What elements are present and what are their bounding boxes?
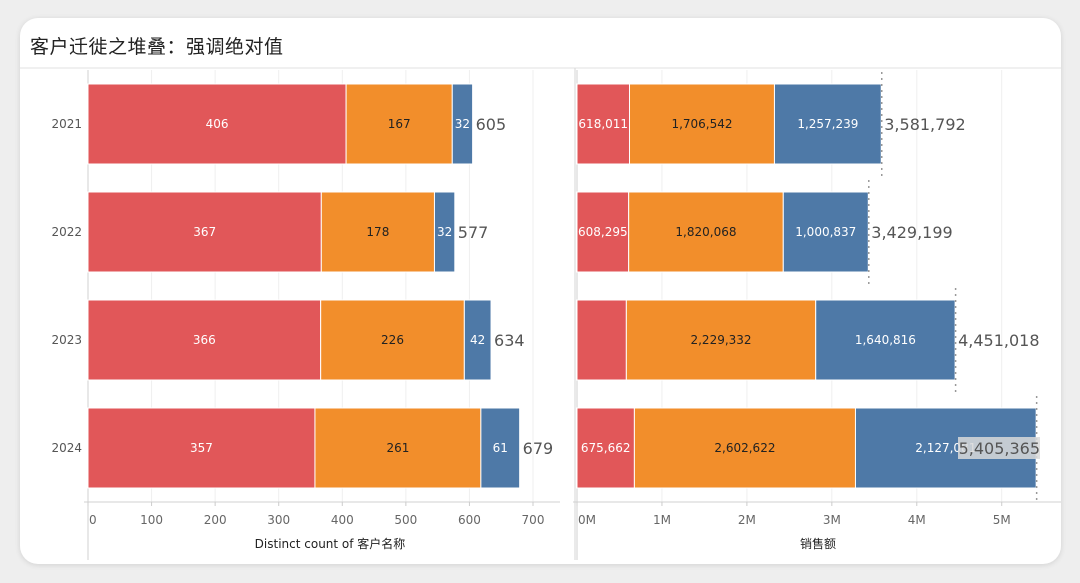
- bar-segment: [320, 191, 435, 273]
- bar-total-label: 605: [476, 115, 507, 134]
- bar-segment: [451, 83, 474, 165]
- year-label: 2021: [51, 117, 82, 131]
- x-tick-label: 3M: [823, 513, 841, 527]
- x-tick-label: 4M: [908, 513, 926, 527]
- x-tick-label: 200: [204, 513, 227, 527]
- x-tick-label: 500: [394, 513, 417, 527]
- bar-segment: [433, 191, 456, 273]
- bar-value-label: 167: [388, 117, 411, 131]
- x-tick-label: 600: [458, 513, 481, 527]
- bar-value-label: 178: [366, 225, 389, 239]
- bar-value-label: 226: [381, 333, 404, 347]
- bar-total-label: 577: [458, 223, 489, 242]
- bar-value-label: 1,820,068: [675, 225, 736, 239]
- x-tick-label: 1M: [653, 513, 671, 527]
- bar-segment: [345, 83, 453, 165]
- year-label: 2023: [51, 333, 82, 347]
- bar-segment: [815, 299, 956, 381]
- bar-value-label: 406: [206, 117, 229, 131]
- bar-value-label: 261: [386, 441, 409, 455]
- total-label-bg: [958, 437, 1040, 459]
- bar-value-label: 61: [493, 441, 508, 455]
- bar-value-label: 366: [193, 333, 216, 347]
- bar-segment: [633, 407, 856, 489]
- bar-segment: [87, 407, 316, 489]
- bar-total-label: 4,451,018: [958, 331, 1039, 350]
- bar-segment: [576, 191, 630, 273]
- bar-total-label: 679: [523, 439, 554, 458]
- bar-value-label: 608,295: [578, 225, 628, 239]
- year-label: 2022: [51, 225, 82, 239]
- bar-value-label: 42: [470, 333, 485, 347]
- x-tick-label: 700: [522, 513, 545, 527]
- bar-value-label: 2,229,332: [690, 333, 751, 347]
- bar-segment: [463, 299, 492, 381]
- bar-value-label: 1,257,239: [797, 117, 858, 131]
- bar-value-label: 675,662: [581, 441, 631, 455]
- bar-segment: [576, 407, 635, 489]
- x-tick-label: 400: [331, 513, 354, 527]
- bar-value-label: 32: [455, 117, 470, 131]
- chart-title: 客户迁徙之堆叠：强调绝对值: [30, 36, 284, 58]
- bar-segment: [628, 83, 775, 165]
- bar-segment: [773, 83, 882, 165]
- bar-total-label: 5,405,365: [959, 439, 1040, 458]
- bar-segment: [320, 299, 465, 381]
- bar-segment: [314, 407, 482, 489]
- chart-card: 客户迁徙之堆叠：强调绝对值 2021 2022 2023 2024 406 167 32 60…: [20, 18, 1061, 564]
- bar-segment: [87, 299, 322, 381]
- bar-value-label: 32: [437, 225, 452, 239]
- x-tick-label: 0: [89, 513, 97, 527]
- bar-segment: [782, 191, 869, 273]
- chart-canvas: 2021 2022 2023 2024 406 167 32 605 367 178 32 577 36…: [20, 67, 1061, 560]
- bar-value-label: 618,011: [578, 117, 628, 131]
- x-axis-title: 销售额: [800, 536, 836, 551]
- year-label: 2024: [51, 441, 82, 455]
- bar-value-label: 2,602,622: [714, 441, 775, 455]
- bar-segment: [576, 83, 630, 165]
- bar-value-label: 1,000,837: [795, 225, 856, 239]
- bar-total-label: 3,429,199: [871, 223, 952, 242]
- x-tick-label: 5M: [993, 513, 1011, 527]
- bar-value-label: 1,706,542: [671, 117, 732, 131]
- x-tick-label: 300: [267, 513, 290, 527]
- bar-total-label: 634: [494, 331, 525, 350]
- bar-value-label: 1,640,816: [855, 333, 916, 347]
- bar-segment: [625, 299, 817, 381]
- x-axis-title: Distinct count of 客户名称: [255, 536, 406, 551]
- bar-value-label: 357: [190, 441, 213, 455]
- bar-total-label: 3,581,792: [884, 115, 965, 134]
- bar-segment: [480, 407, 521, 489]
- x-tick-label: 2M: [738, 513, 756, 527]
- x-tick-label: 100: [140, 513, 163, 527]
- x-tick-label: 0M: [578, 513, 596, 527]
- bar-value-label: 367: [193, 225, 216, 239]
- bar-segment: [87, 191, 322, 273]
- bar-segment: [628, 191, 784, 273]
- bar-segment: [576, 299, 627, 381]
- bar-segment: [87, 83, 347, 165]
